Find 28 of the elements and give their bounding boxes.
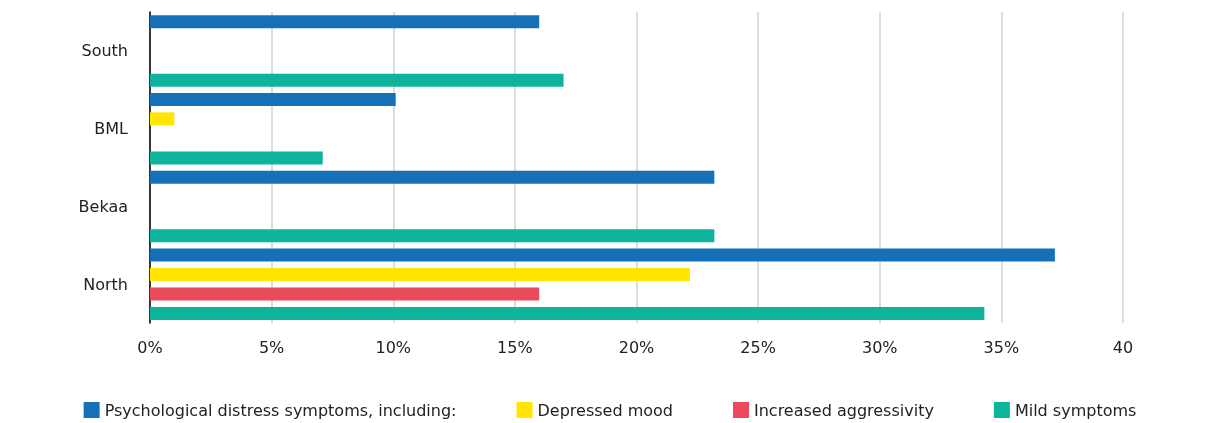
bar <box>150 267 691 281</box>
y-tick-label: South <box>81 41 128 61</box>
x-tick-label: 15% <box>497 337 533 357</box>
legend-label: Depressed mood <box>537 400 673 420</box>
bar <box>150 151 323 165</box>
x-tick-label: 5% <box>258 337 285 357</box>
bar <box>150 73 564 87</box>
bar <box>150 287 540 301</box>
bar <box>150 306 985 320</box>
x-tick-label: 40 <box>1112 337 1134 357</box>
bar <box>150 248 1055 262</box>
legend-label: Mild symptoms <box>1014 400 1137 420</box>
bar <box>150 15 540 29</box>
x-tick-label: 25% <box>740 337 776 357</box>
x-tick-label: 20% <box>618 337 655 357</box>
bar <box>150 92 396 106</box>
bar <box>150 229 715 243</box>
bar <box>150 112 175 126</box>
legend-label: Increased aggressivity <box>753 400 934 420</box>
x-tick-label: 0% <box>137 337 163 357</box>
x-tick-label: 10% <box>375 337 412 357</box>
y-tick-label: North <box>83 274 128 294</box>
legend-label: Psychological distress symptoms, including: <box>104 400 457 420</box>
x-tick-label: 30% <box>861 337 898 357</box>
x-tick-label: 35% <box>983 337 1020 357</box>
y-tick-label: BML <box>94 119 129 139</box>
y-tick-label: Bekaa <box>78 196 128 216</box>
bar <box>150 170 715 184</box>
